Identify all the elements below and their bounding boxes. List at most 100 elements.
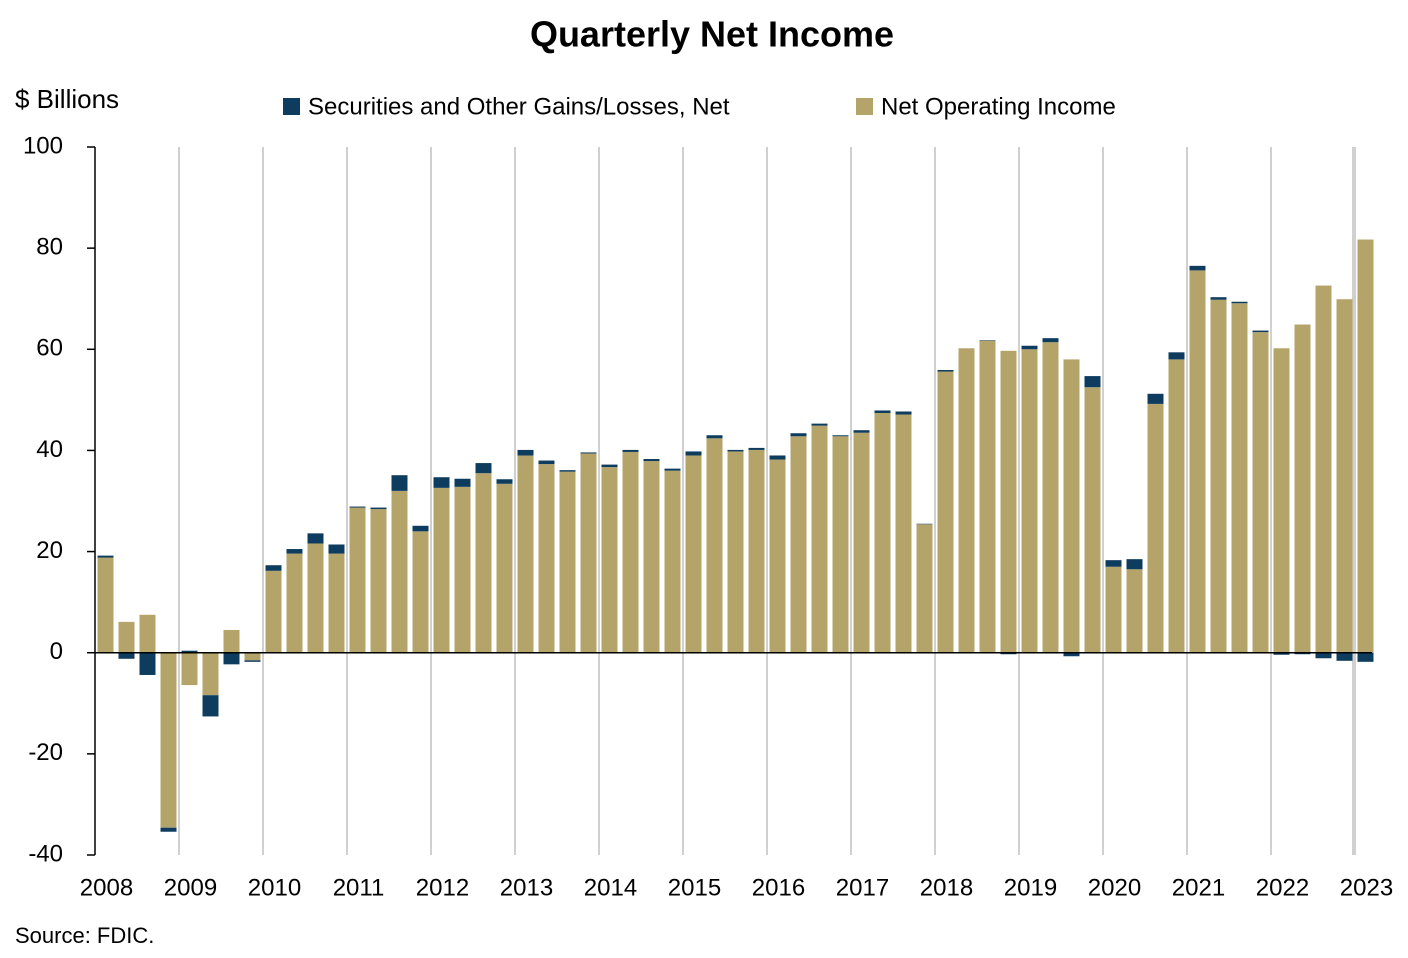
bar-segment bbox=[1147, 393, 1164, 404]
bar-segment bbox=[265, 570, 282, 653]
bar-segment bbox=[1168, 352, 1185, 360]
bar-segment bbox=[97, 555, 114, 558]
bar-segment bbox=[1210, 297, 1227, 300]
x-tick-label: 2022 bbox=[1256, 874, 1309, 901]
bar-segment bbox=[832, 435, 849, 437]
bar-segment bbox=[853, 432, 870, 653]
bar-segment bbox=[454, 478, 471, 487]
x-tick-label: 2015 bbox=[668, 874, 721, 901]
bar-segment bbox=[895, 411, 912, 415]
bar-segment bbox=[1021, 345, 1038, 350]
bar-segment bbox=[97, 557, 114, 653]
bar-segment bbox=[1084, 387, 1101, 653]
bar-segment bbox=[118, 621, 135, 653]
bar-segment bbox=[475, 473, 492, 653]
bar-segment bbox=[223, 652, 240, 665]
bar-segment bbox=[433, 487, 450, 653]
bar-segment bbox=[580, 452, 597, 454]
x-tick-label: 2010 bbox=[248, 874, 301, 901]
bar-segment bbox=[832, 436, 849, 653]
bar-segment bbox=[349, 506, 366, 508]
bar-segment bbox=[1357, 239, 1374, 653]
x-tick-label: 2021 bbox=[1172, 874, 1225, 901]
bar-segment bbox=[1357, 652, 1374, 662]
bar-segment bbox=[139, 652, 156, 675]
bar-segment bbox=[286, 549, 303, 554]
bar-segment bbox=[1210, 299, 1227, 653]
bar-segment bbox=[811, 423, 828, 426]
x-tick-label: 2012 bbox=[416, 874, 469, 901]
bar-segment bbox=[181, 652, 198, 686]
bar-segment bbox=[1000, 652, 1017, 655]
bar-segment bbox=[1273, 652, 1290, 655]
bar-segment bbox=[979, 340, 996, 653]
bar-segment bbox=[1042, 342, 1059, 653]
bar-segment bbox=[706, 435, 723, 439]
bar-segment bbox=[454, 486, 471, 653]
bar-segment bbox=[391, 490, 408, 653]
bar-segment bbox=[181, 650, 198, 653]
bar-segment bbox=[1336, 652, 1353, 661]
bar-segment bbox=[622, 451, 639, 653]
bar-segment bbox=[517, 449, 534, 456]
x-tick-label: 2016 bbox=[752, 874, 805, 901]
bar-segment bbox=[622, 449, 639, 452]
bar-segment bbox=[1063, 359, 1080, 653]
bar-segment bbox=[748, 449, 765, 653]
bar-segment bbox=[328, 553, 345, 653]
bar-segment bbox=[769, 455, 786, 460]
legend-label: Securities and Other Gains/Losses, Net bbox=[308, 93, 730, 120]
bar-segment bbox=[727, 451, 744, 653]
bar-segment bbox=[307, 533, 324, 544]
bar-segment bbox=[1126, 559, 1143, 570]
bar-segment bbox=[1336, 299, 1353, 653]
bar-segment bbox=[433, 477, 450, 488]
bar-segment bbox=[1105, 566, 1122, 653]
bar-segment bbox=[706, 438, 723, 653]
bar-segment bbox=[1084, 376, 1101, 388]
bar-segment bbox=[601, 464, 618, 468]
bar-segment bbox=[643, 461, 660, 653]
bar-segment bbox=[244, 652, 261, 661]
x-tick-label: 2023 bbox=[1340, 874, 1393, 901]
bar-segment bbox=[1252, 332, 1269, 653]
bar-segment bbox=[1189, 270, 1206, 653]
y-tick-label: 0 bbox=[50, 638, 63, 665]
bar-segment bbox=[1231, 301, 1248, 304]
bar-segment bbox=[328, 544, 345, 554]
y-tick-label: 100 bbox=[23, 132, 63, 159]
bar-segment bbox=[202, 695, 219, 717]
bar-segment bbox=[1105, 560, 1122, 567]
bar-segment bbox=[370, 509, 387, 653]
bar-segment bbox=[1126, 569, 1143, 653]
bar-segment bbox=[391, 475, 408, 491]
bar-segment bbox=[937, 371, 954, 653]
bar-segment bbox=[664, 470, 681, 653]
bar-segment bbox=[160, 652, 177, 828]
legend-swatch bbox=[283, 98, 300, 115]
bar-segment bbox=[685, 451, 702, 456]
bar-segment bbox=[979, 340, 996, 341]
legend-label: Net Operating Income bbox=[881, 93, 1116, 120]
x-tick-label: 2008 bbox=[80, 874, 133, 901]
bar-segment bbox=[223, 629, 240, 653]
bar-segment bbox=[517, 455, 534, 653]
bar-segment bbox=[727, 449, 744, 452]
bar-segment bbox=[118, 652, 135, 659]
bar-segment bbox=[601, 467, 618, 653]
x-tick-label: 2020 bbox=[1088, 874, 1141, 901]
bar-segment bbox=[958, 348, 975, 653]
bar-segment bbox=[160, 827, 177, 832]
bar-segment bbox=[1273, 348, 1290, 653]
bar-segment bbox=[559, 471, 576, 653]
bar-segment bbox=[370, 507, 387, 510]
bar-segment bbox=[1315, 652, 1332, 659]
bar-segment bbox=[475, 463, 492, 474]
x-tick-label: 2009 bbox=[164, 874, 217, 901]
bar-segment bbox=[1063, 652, 1080, 657]
y-tick-label: 60 bbox=[36, 335, 63, 362]
x-tick-label: 2014 bbox=[584, 874, 637, 901]
y-tick-label: -40 bbox=[28, 840, 63, 867]
bar-segment bbox=[916, 523, 933, 525]
